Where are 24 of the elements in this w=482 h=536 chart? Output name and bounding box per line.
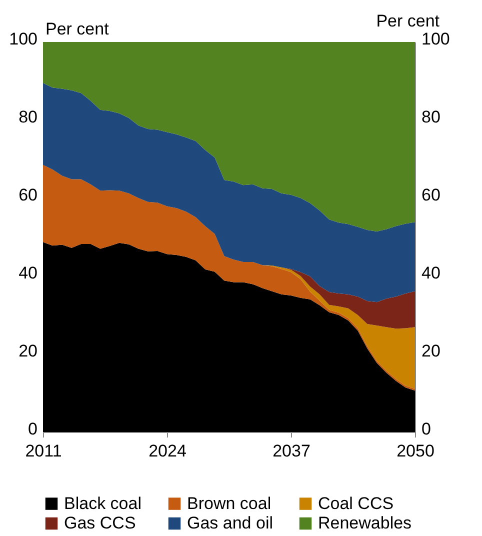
legend-label: Black coal [64,494,142,513]
y-tick-label: 80 [18,108,38,126]
y2-tick-label: 80 [422,108,440,126]
x-tick-label: 2050 [396,442,434,460]
y-tick-label: 20 [18,342,38,360]
y2-tick-label: 20 [422,342,440,360]
x-tick-label: 2024 [148,442,186,460]
y2-tick-label: 60 [422,186,440,204]
y-axis-title: Per cent [46,20,110,38]
x-tick-label: 2011 [25,442,62,460]
legend-label: Gas CCS [64,514,136,532]
y2-tick-label: 40 [422,264,440,282]
legend-label: Brown coal [187,494,272,513]
legend-label: Coal CCS [318,494,394,513]
y-tick-label: 60 [18,186,38,204]
y-tick-label: 0 [28,420,38,438]
legend-label: Renewables [318,514,412,532]
y-tick-label: 100 [9,30,38,48]
y2-tick-label: 100 [422,30,450,48]
y2-tick-label: 0 [422,420,431,438]
x-tick-label: 2037 [272,442,310,460]
legend-label: Gas and oil [187,514,273,532]
y2-axis-title: Per cent [376,12,440,30]
y-tick-label: 40 [18,264,38,282]
